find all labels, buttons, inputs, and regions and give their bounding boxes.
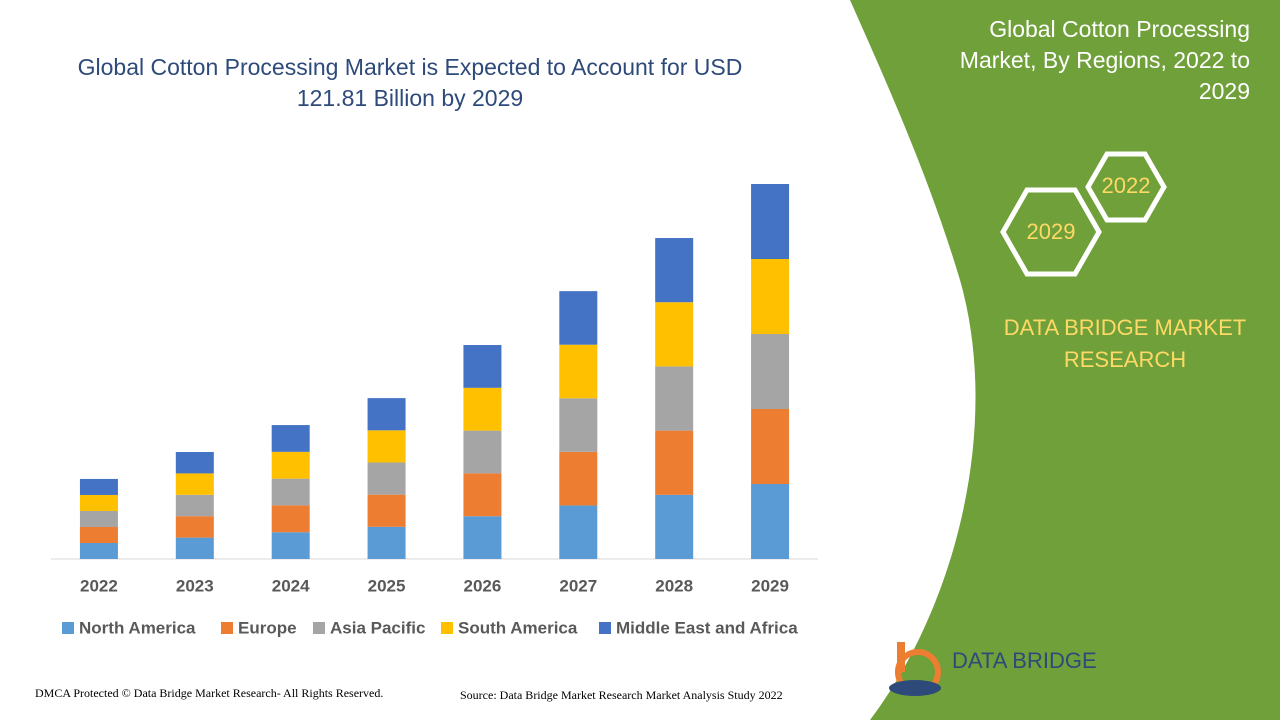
x-tick-label: 2028 xyxy=(655,576,693,595)
x-tick-label: 2026 xyxy=(464,576,502,595)
bar-segment xyxy=(559,505,598,559)
legend-swatch xyxy=(441,622,453,634)
bar-segment xyxy=(655,494,694,559)
hex-label: 2029 xyxy=(1027,219,1076,244)
bar-segment xyxy=(175,494,214,517)
bar-segment xyxy=(271,478,310,506)
bar-segment xyxy=(463,473,502,517)
legend-label: South America xyxy=(458,618,578,637)
bar-segment xyxy=(271,505,310,533)
bar-segment xyxy=(751,259,790,334)
bar-segment xyxy=(751,409,790,484)
bar-segment xyxy=(655,238,694,303)
chart-title: Global Cotton Processing Market is Expec… xyxy=(77,54,743,111)
bar-segment xyxy=(175,537,214,559)
bar-segment xyxy=(367,398,406,431)
bar-segment xyxy=(367,494,406,527)
bar-segment xyxy=(79,494,118,511)
legend-swatch xyxy=(62,622,74,634)
bar-segment xyxy=(367,526,406,559)
bar-segment xyxy=(655,366,694,431)
bar-segment xyxy=(79,542,118,559)
bar-segment xyxy=(175,473,214,495)
legend-swatch xyxy=(313,622,325,634)
bar-segment xyxy=(79,510,118,527)
bar-segment xyxy=(655,302,694,367)
bar-segment xyxy=(463,387,502,431)
legend-label: North America xyxy=(79,618,196,637)
bar-segment xyxy=(367,430,406,463)
legend-label: Middle East and Africa xyxy=(616,618,798,637)
x-tick-label: 2027 xyxy=(559,576,597,595)
bar-segment xyxy=(271,451,310,479)
x-tick-label: 2023 xyxy=(176,576,214,595)
bar-segment xyxy=(463,430,502,474)
x-tick-label: 2029 xyxy=(751,576,789,595)
x-tick-label: 2025 xyxy=(368,576,406,595)
logo: DATA BRIDGE xyxy=(889,642,1097,696)
bar-segment xyxy=(559,451,598,506)
bar-segment xyxy=(175,516,214,538)
bar-segment xyxy=(271,532,310,559)
bar-segment xyxy=(559,398,598,452)
bar-segment xyxy=(751,484,790,559)
logo-text: DATA BRIDGE xyxy=(952,648,1097,673)
bar-segment xyxy=(559,291,598,345)
bar-segment xyxy=(367,462,406,495)
copyright: DMCA Protected © Data Bridge Market Rese… xyxy=(35,686,384,700)
hexagon xyxy=(1085,151,1167,223)
side-title: Global Cotton Processing Market, By Regi… xyxy=(959,16,1250,104)
bar-segment xyxy=(751,184,790,259)
bar-segment xyxy=(463,345,502,388)
brand: DATA BRIDGE MARKET RESEARCH xyxy=(1003,315,1247,372)
hexagon xyxy=(1000,187,1102,277)
side-panel xyxy=(850,0,1280,720)
legend-swatch xyxy=(599,622,611,634)
hex-label: 2022 xyxy=(1102,173,1151,198)
logo-mark xyxy=(889,680,941,696)
bar-segment xyxy=(79,526,118,543)
bar-segment xyxy=(79,478,118,495)
legend-swatch xyxy=(221,622,233,634)
bar-segment xyxy=(271,425,310,452)
x-tick-label: 2024 xyxy=(272,576,310,595)
legend-label: Europe xyxy=(238,618,297,637)
bar-segment xyxy=(463,516,502,559)
bar-segment xyxy=(559,344,598,399)
x-tick-label: 2022 xyxy=(80,576,118,595)
bar-segment xyxy=(175,452,214,474)
legend-label: Asia Pacific xyxy=(330,618,425,637)
bar-segment xyxy=(751,334,790,409)
bar-segment xyxy=(655,430,694,495)
source: Source: Data Bridge Market Research Mark… xyxy=(460,688,783,702)
